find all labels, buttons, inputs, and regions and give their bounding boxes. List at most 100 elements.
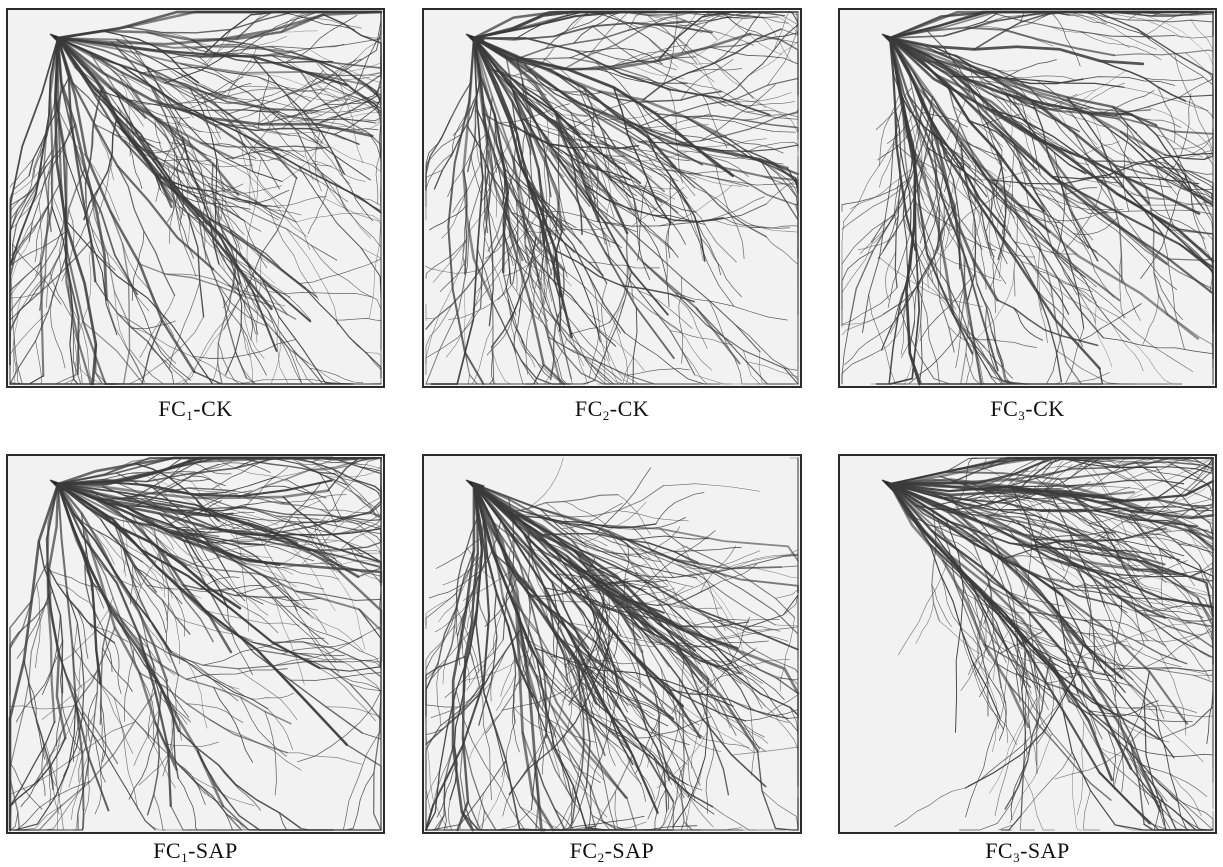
root-strand — [472, 482, 739, 650]
root-strand — [229, 242, 258, 297]
root-strand — [1142, 769, 1214, 831]
root-strand — [137, 137, 297, 223]
root-strand — [267, 309, 302, 383]
root-strand — [425, 152, 454, 207]
root-strand — [213, 110, 318, 135]
root-strand — [435, 537, 483, 569]
root-strand — [780, 542, 799, 568]
root-strand — [1118, 664, 1204, 763]
root-strand — [774, 624, 799, 627]
root-strand — [1156, 166, 1214, 206]
root-strand — [787, 716, 799, 719]
panel-fc3-ck: FC3-CK — [838, 8, 1217, 430]
root-strand — [931, 584, 952, 627]
root-strand — [217, 459, 288, 482]
root-strand — [727, 659, 790, 670]
root-strand — [156, 372, 174, 385]
root-strand — [667, 604, 781, 632]
root-strand — [888, 478, 1136, 498]
root-strand — [226, 813, 281, 831]
root-strand — [428, 570, 482, 599]
root-strand — [605, 198, 679, 258]
root-strand — [1201, 810, 1214, 831]
root-strand — [894, 179, 902, 289]
root-strand — [1122, 536, 1209, 549]
root-strand — [1111, 647, 1143, 677]
root-strand — [571, 540, 653, 555]
root-strand — [589, 581, 728, 671]
root-strand — [675, 292, 788, 321]
root-strand — [237, 457, 382, 499]
root-strand — [85, 548, 92, 591]
root-strand — [531, 695, 573, 799]
root-strand — [987, 584, 1072, 644]
root-strand — [153, 76, 244, 106]
root-strand — [1024, 255, 1053, 298]
root-strand — [512, 690, 520, 753]
root-strand — [169, 183, 197, 277]
root-strand — [974, 158, 977, 202]
root-strand — [340, 772, 375, 831]
root-strand — [1072, 131, 1123, 283]
root-strand — [672, 696, 754, 753]
root-strand — [167, 696, 182, 741]
root-strand — [130, 513, 214, 643]
root-strand — [632, 22, 754, 99]
root-strand — [642, 28, 782, 101]
root-strand — [549, 215, 555, 271]
root-strand — [561, 733, 605, 782]
root-strand — [85, 202, 116, 271]
root-strand — [595, 702, 714, 808]
root-strand — [997, 657, 1010, 729]
root-strand — [566, 44, 741, 70]
root-strand — [460, 555, 488, 649]
root-scan-image — [838, 454, 1217, 834]
root-strand — [558, 154, 598, 182]
root-strand — [472, 36, 677, 169]
root-strand — [56, 36, 348, 87]
root-strand — [775, 576, 799, 599]
root-strand — [709, 554, 799, 574]
root-strand — [1037, 228, 1126, 318]
root-strand — [1044, 104, 1111, 129]
root-strand — [9, 762, 43, 810]
root-strand — [628, 621, 670, 668]
root-strand — [462, 221, 467, 274]
root-strand — [1036, 80, 1114, 117]
root-strand — [1143, 76, 1204, 82]
root-strand — [1044, 327, 1085, 385]
root-strand — [1013, 307, 1044, 341]
root-strand — [57, 37, 312, 323]
root-strand — [901, 287, 915, 359]
root-strand — [578, 171, 632, 212]
root-strand — [153, 793, 166, 831]
root-strand — [473, 483, 539, 831]
root-strand — [554, 111, 560, 240]
root-strand — [654, 112, 799, 132]
root-strand — [141, 66, 312, 102]
root-strand — [1067, 681, 1170, 743]
root-strand — [1079, 642, 1165, 720]
root-strand — [154, 118, 163, 152]
root-strand — [1011, 487, 1132, 537]
root-strand — [584, 709, 665, 765]
root-strand — [477, 248, 495, 385]
root-strand — [378, 31, 382, 165]
root-strand — [514, 653, 533, 687]
root-strand — [927, 147, 1086, 279]
root-strand — [723, 714, 768, 744]
root-strand — [451, 96, 478, 157]
root-strand — [1098, 11, 1184, 39]
caption-suffix: -CK — [609, 396, 650, 421]
root-strand — [484, 237, 515, 319]
root-strand — [1062, 494, 1143, 512]
root-strand — [55, 36, 92, 386]
root-strand — [998, 555, 1135, 577]
root-strand — [56, 482, 349, 746]
root-strand — [77, 609, 89, 659]
root-strand — [922, 198, 940, 231]
root-strand — [1021, 261, 1097, 303]
root-strand — [473, 37, 771, 116]
root-strand — [472, 482, 534, 698]
root-strand — [219, 286, 267, 327]
